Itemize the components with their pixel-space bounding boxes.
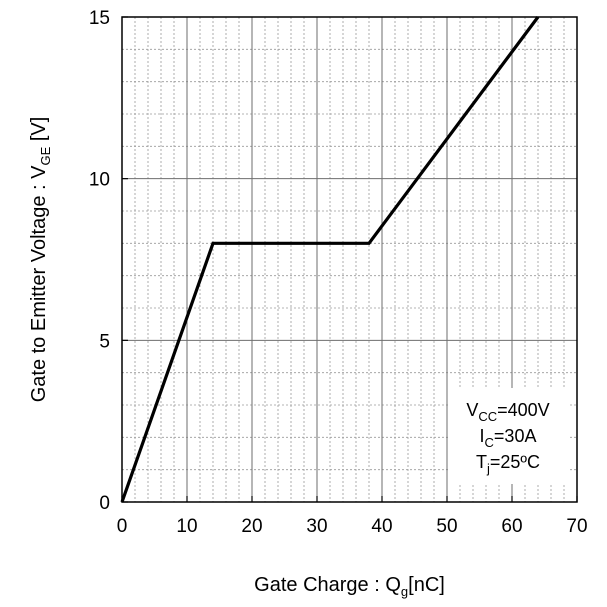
series-line-vge (120, 16, 540, 503)
condition-line: VCC=400V (466, 400, 549, 424)
x-tick-label: 40 (371, 516, 392, 537)
x-tick-label: 0 (117, 516, 128, 537)
y-tick-labels: 0 5 10 15 (89, 8, 110, 514)
conditions-box (450, 388, 568, 484)
x-tick-label: 30 (306, 516, 327, 537)
x-tick-label: 70 (566, 516, 587, 537)
condition-line: Tj=25ºC (476, 452, 540, 476)
x-tick-label: 20 (241, 516, 262, 537)
y-tick-label: 0 (99, 493, 110, 514)
x-tick-label: 10 (176, 516, 197, 537)
x-axis-title: Gate Charge : Qg[nC] (254, 574, 445, 599)
x-tick-labels: 0 10 20 30 40 50 60 70 (117, 516, 588, 537)
plot-frame (121, 16, 578, 503)
x-tick-label: 50 (436, 516, 457, 537)
y-tick-label: 15 (89, 8, 110, 29)
y-axis-title: Gate to Emitter Voltage : VGE [V] (28, 117, 53, 403)
tick-marks (121, 16, 578, 503)
y-tick-label: 10 (89, 170, 110, 191)
x-tick-label: 60 (501, 516, 522, 537)
y-tick-label: 5 (99, 331, 110, 352)
condition-line: IC=30A (480, 426, 537, 450)
